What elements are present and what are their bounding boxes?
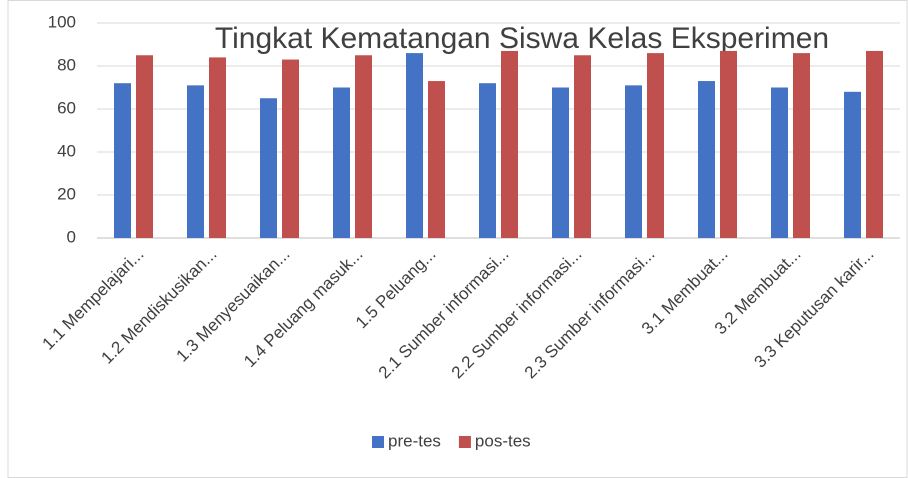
y-tick-label: 0 <box>67 227 76 246</box>
y-tick-label: 100 <box>48 12 76 31</box>
chart-frame <box>7 0 908 478</box>
bar <box>479 83 496 238</box>
legend-swatch <box>458 436 471 448</box>
bar <box>647 53 664 238</box>
legend-label: pre-tes <box>388 431 441 450</box>
bar <box>136 55 153 238</box>
legend-swatch <box>372 436 384 448</box>
legend-label: pos-tes <box>475 431 531 450</box>
bar <box>793 53 810 238</box>
bar <box>552 87 569 238</box>
bar <box>720 50 737 239</box>
bar <box>114 83 131 238</box>
bar <box>333 87 350 238</box>
bar <box>866 50 883 239</box>
bar <box>282 59 299 238</box>
bar <box>844 91 861 238</box>
bar <box>625 85 642 238</box>
y-tick-label: 60 <box>57 98 76 117</box>
bar <box>501 50 518 239</box>
bar <box>406 53 423 238</box>
bar <box>355 55 372 238</box>
chart-title: Tingkat Kematangan Siswa Kelas Eksperime… <box>215 22 829 55</box>
bar <box>209 57 226 239</box>
bar <box>771 87 788 238</box>
y-tick-label: 40 <box>57 141 76 160</box>
bar <box>698 81 715 238</box>
bar <box>428 81 445 238</box>
bar <box>260 98 277 238</box>
bar <box>574 55 591 238</box>
y-tick-label: 20 <box>57 184 76 203</box>
y-tick-label: 80 <box>57 55 76 74</box>
bar <box>187 85 204 238</box>
